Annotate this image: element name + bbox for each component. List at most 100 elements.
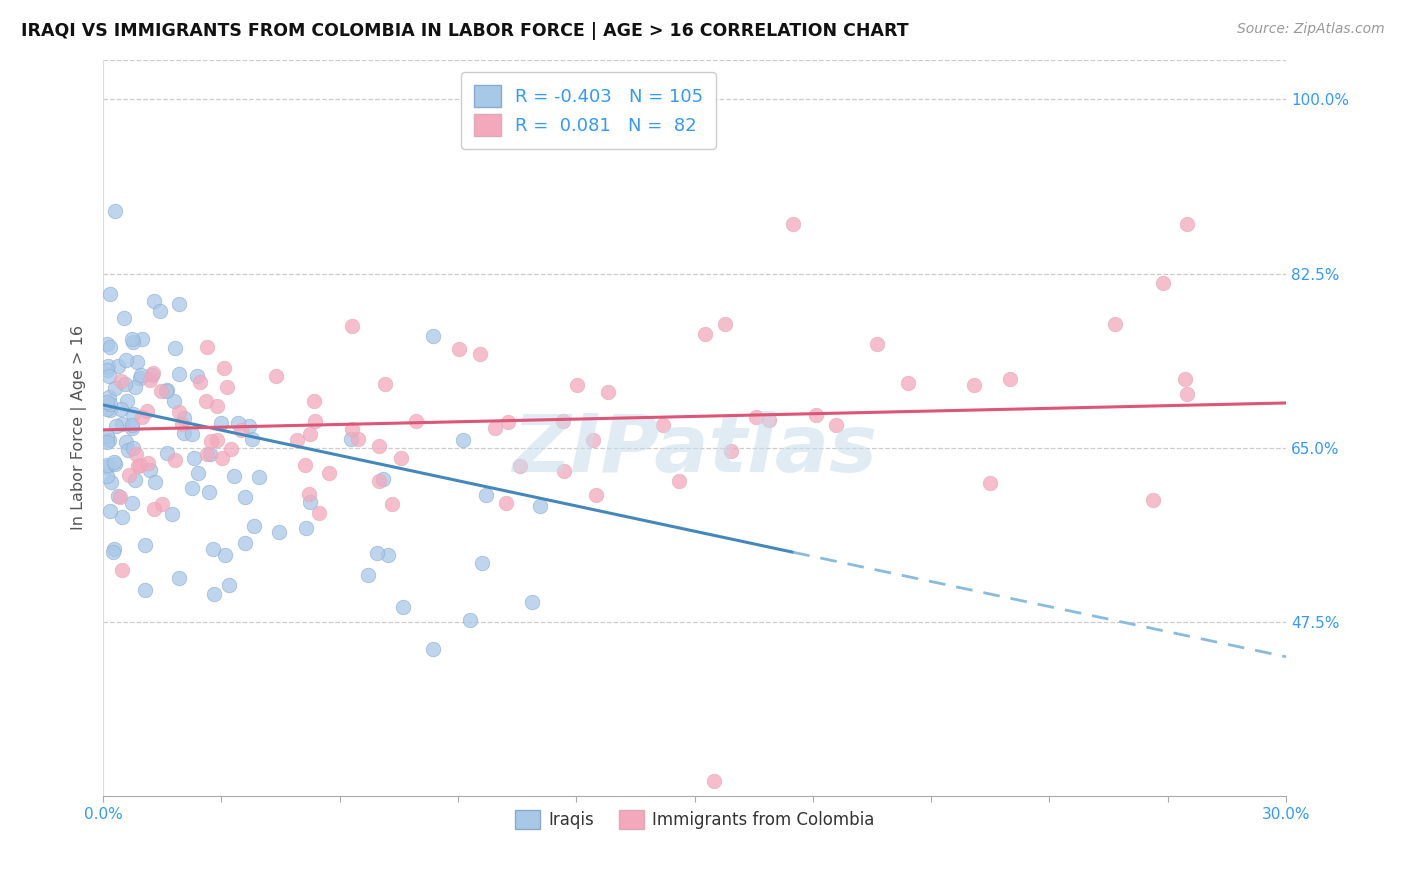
Point	[155, 384, 177, 398]
Point	[111, 563, 134, 577]
Point	[668, 474, 690, 488]
Point	[194, 393, 217, 408]
Point	[714, 317, 737, 331]
Point	[804, 409, 827, 423]
Point	[495, 496, 517, 510]
Point	[211, 451, 233, 466]
Point	[129, 368, 152, 383]
Point	[1000, 372, 1022, 386]
Point	[340, 422, 363, 436]
Point	[866, 337, 889, 351]
Point	[451, 434, 474, 448]
Point	[693, 327, 716, 342]
Point	[374, 376, 396, 391]
Point	[298, 487, 321, 501]
Point	[104, 203, 127, 218]
Point	[142, 366, 165, 380]
Point	[128, 371, 150, 385]
Point	[114, 377, 136, 392]
Point	[187, 466, 209, 480]
Point	[104, 381, 127, 395]
Point	[226, 416, 249, 430]
Point	[135, 403, 157, 417]
Point	[205, 433, 228, 447]
Point	[509, 458, 531, 473]
Point	[141, 368, 163, 383]
Point	[160, 507, 183, 521]
Point	[98, 402, 121, 417]
Point	[104, 419, 127, 434]
Point	[205, 399, 228, 413]
Point	[107, 359, 129, 373]
Point	[381, 497, 404, 511]
Point	[304, 414, 326, 428]
Point	[367, 474, 389, 488]
Point	[391, 451, 413, 466]
Point	[173, 425, 195, 440]
Point	[173, 410, 195, 425]
Point	[979, 475, 1001, 490]
Point	[150, 498, 173, 512]
Point	[1174, 371, 1197, 385]
Point	[181, 482, 204, 496]
Y-axis label: In Labor Force | Age > 16: In Labor Force | Age > 16	[72, 326, 87, 531]
Text: Source: ZipAtlas.com: Source: ZipAtlas.com	[1237, 22, 1385, 37]
Point	[484, 421, 506, 435]
Point	[585, 488, 607, 502]
Point	[782, 217, 804, 231]
Point	[266, 368, 288, 383]
Point	[340, 318, 363, 333]
Point	[238, 419, 260, 434]
Point	[170, 417, 193, 431]
Point	[366, 546, 388, 560]
Point	[233, 535, 256, 549]
Point	[127, 459, 149, 474]
Point	[299, 495, 322, 509]
Point	[156, 383, 179, 397]
Point	[96, 458, 118, 472]
Point	[142, 502, 165, 516]
Point	[118, 467, 141, 482]
Point	[134, 538, 156, 552]
Point	[96, 337, 118, 351]
Point	[551, 414, 574, 428]
Point	[267, 525, 290, 540]
Point	[1152, 276, 1174, 290]
Point	[224, 469, 246, 483]
Point	[825, 418, 848, 433]
Point	[115, 435, 138, 450]
Point	[197, 484, 219, 499]
Point	[125, 447, 148, 461]
Point	[129, 458, 152, 473]
Point	[214, 361, 236, 376]
Point	[209, 416, 232, 430]
Point	[124, 473, 146, 487]
Point	[169, 404, 191, 418]
Point	[318, 467, 340, 481]
Point	[131, 332, 153, 346]
Point	[139, 373, 162, 387]
Point	[139, 463, 162, 477]
Point	[134, 583, 156, 598]
Point	[163, 394, 186, 409]
Point	[468, 347, 491, 361]
Point	[186, 368, 208, 383]
Point	[115, 393, 138, 408]
Point	[357, 567, 380, 582]
Point	[143, 475, 166, 489]
Point	[392, 599, 415, 614]
Point	[96, 460, 118, 475]
Point	[195, 447, 218, 461]
Point	[97, 433, 120, 447]
Point	[582, 433, 605, 447]
Point	[195, 339, 218, 353]
Point	[98, 397, 121, 411]
Point	[299, 426, 322, 441]
Point	[233, 491, 256, 505]
Point	[188, 375, 211, 389]
Point	[165, 341, 187, 355]
Point	[339, 432, 361, 446]
Point	[169, 368, 191, 382]
Point	[219, 442, 242, 456]
Point	[422, 642, 444, 657]
